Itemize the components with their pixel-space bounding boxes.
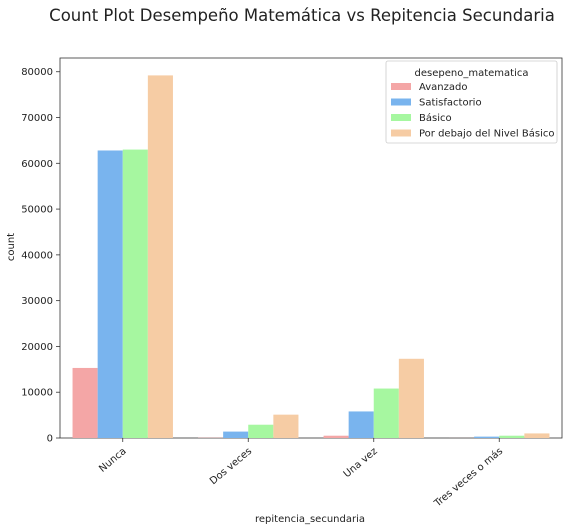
y-tick-label: 0 [47, 434, 53, 445]
bar-2-1 [97, 150, 123, 438]
legend-box [385, 60, 558, 144]
legend-swatch-3 [391, 114, 411, 121]
legend-swatch-4 [391, 129, 411, 137]
bar-4-3 [398, 358, 424, 438]
bar-2-3 [348, 411, 374, 438]
bar-4-2 [273, 414, 299, 438]
bar-3-4 [499, 435, 525, 438]
bar-4-1 [147, 75, 173, 439]
y-tick-label: 40000 [21, 250, 53, 261]
bar-2-4 [474, 436, 500, 438]
legend: desepeno_matematica Avanzado Satisfactorio… [385, 60, 558, 144]
legend-entry-3: Básico [419, 112, 452, 124]
bar-4-4 [524, 433, 550, 438]
legend-swatch-1 [391, 83, 411, 90]
legend-entry-1: Avanzado [419, 82, 467, 93]
plot-area: 0 10000 20000 30000 40000 50000 60000 70000 8000… [21, 57, 563, 510]
x-tick-label: Nunca [97, 446, 128, 475]
bar-3-2 [248, 424, 274, 438]
legend-entry-4: Por debajo del Nivel Básico [419, 128, 554, 140]
chart-title: Count Plot Desempeño Matemática vs Repit… [49, 6, 555, 25]
y-tick-label: 50000 [21, 205, 53, 216]
bar-3-3 [373, 388, 399, 438]
x-tick-label: Tres veces o más [431, 445, 505, 510]
y-tick-label: 70000 [21, 113, 53, 124]
bar-3-1 [122, 149, 148, 438]
legend-title: desepeno_matematica [415, 68, 529, 79]
x-tick-label: Dos veces [208, 446, 254, 487]
y-tick-label: 80000 [21, 67, 53, 78]
bar-2-2 [223, 431, 249, 438]
y-axis-label: count [6, 233, 17, 261]
legend-swatch-2 [391, 98, 411, 106]
bar-1-3 [323, 435, 349, 438]
plot-frame [59, 57, 563, 439]
x-axis-label: repitencia_secundaria [255, 514, 365, 525]
bar-1-1 [72, 367, 98, 438]
y-tick-label: 30000 [21, 296, 53, 307]
legend-entry-2: Satisfactorio [419, 98, 482, 109]
y-tick-label: 20000 [21, 342, 53, 353]
y-tick-label: 10000 [21, 388, 53, 399]
x-tick-label: Una vez [342, 446, 380, 480]
y-tick-label: 60000 [21, 159, 53, 170]
